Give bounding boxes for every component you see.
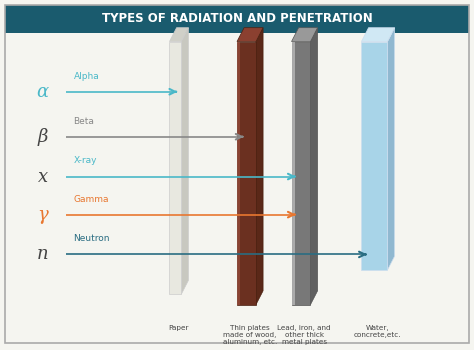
Polygon shape: [181, 28, 189, 294]
Polygon shape: [292, 28, 318, 42]
Polygon shape: [361, 28, 394, 42]
Text: Lead, iron, and
other thick
metal plates: Lead, iron, and other thick metal plates: [277, 326, 331, 345]
Text: β: β: [37, 128, 48, 146]
Text: Beta: Beta: [73, 117, 94, 126]
Text: n: n: [37, 245, 48, 264]
Polygon shape: [256, 28, 263, 304]
Polygon shape: [237, 28, 263, 42]
Text: Neutron: Neutron: [73, 234, 110, 243]
Text: TYPES OF RADIATION AND PENETRATION: TYPES OF RADIATION AND PENETRATION: [101, 12, 373, 25]
Text: Gamma: Gamma: [73, 195, 109, 204]
Text: x: x: [37, 168, 48, 186]
Text: X-ray: X-ray: [73, 156, 97, 166]
Text: Paper: Paper: [168, 326, 189, 331]
Polygon shape: [169, 28, 189, 42]
FancyBboxPatch shape: [237, 42, 240, 304]
Polygon shape: [310, 28, 318, 304]
Text: α: α: [36, 83, 49, 101]
Text: Water,
concrete,etc.: Water, concrete,etc.: [354, 326, 401, 338]
FancyBboxPatch shape: [169, 42, 181, 294]
FancyBboxPatch shape: [237, 42, 256, 304]
Text: Thin plates
made of wood,
aluminum, etc.: Thin plates made of wood, aluminum, etc.: [223, 326, 277, 345]
Text: γ: γ: [37, 206, 48, 224]
Text: Alpha: Alpha: [73, 72, 99, 80]
FancyBboxPatch shape: [361, 42, 388, 270]
FancyBboxPatch shape: [292, 42, 310, 304]
FancyBboxPatch shape: [5, 5, 469, 33]
FancyBboxPatch shape: [292, 42, 295, 304]
Polygon shape: [387, 28, 394, 270]
